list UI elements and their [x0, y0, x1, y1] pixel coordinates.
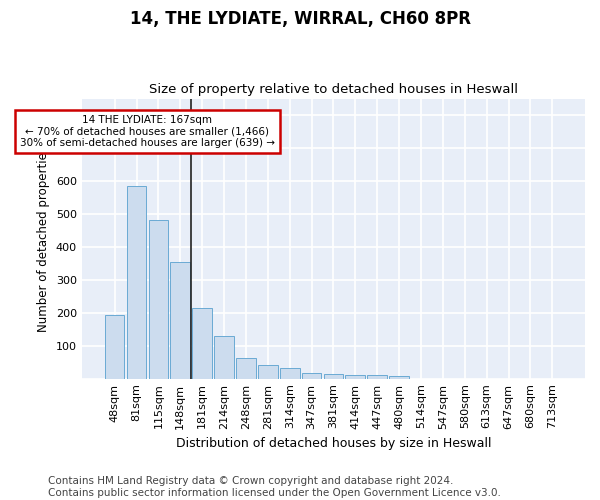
Bar [280, 368, 299, 378]
Text: 14 THE LYDIATE: 167sqm
← 70% of detached houses are smaller (1,466)
30% of semi-: 14 THE LYDIATE: 167sqm ← 70% of detached… [20, 115, 275, 148]
Bar [258, 366, 278, 378]
Bar [149, 220, 168, 378]
Bar [236, 358, 256, 378]
Bar [214, 336, 234, 378]
X-axis label: Distribution of detached houses by size in Heswall: Distribution of detached houses by size … [176, 437, 491, 450]
Bar [389, 376, 409, 378]
Text: 14, THE LYDIATE, WIRRAL, CH60 8PR: 14, THE LYDIATE, WIRRAL, CH60 8PR [130, 10, 470, 28]
Bar [302, 374, 322, 378]
Bar [193, 308, 212, 378]
Y-axis label: Number of detached properties: Number of detached properties [37, 146, 50, 332]
Title: Size of property relative to detached houses in Heswall: Size of property relative to detached ho… [149, 83, 518, 96]
Bar [346, 376, 365, 378]
Text: Contains HM Land Registry data © Crown copyright and database right 2024.
Contai: Contains HM Land Registry data © Crown c… [48, 476, 501, 498]
Bar [127, 186, 146, 378]
Bar [170, 262, 190, 378]
Bar [323, 374, 343, 378]
Bar [367, 374, 387, 378]
Bar [105, 315, 124, 378]
